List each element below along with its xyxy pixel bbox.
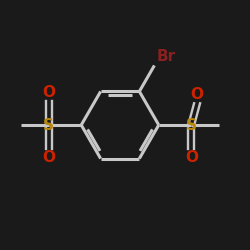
Text: S: S <box>43 118 54 132</box>
Text: Br: Br <box>157 49 176 64</box>
Text: O: O <box>190 87 203 102</box>
Text: O: O <box>42 150 55 165</box>
Text: O: O <box>42 85 55 100</box>
Text: O: O <box>185 150 198 165</box>
Text: S: S <box>186 118 197 132</box>
